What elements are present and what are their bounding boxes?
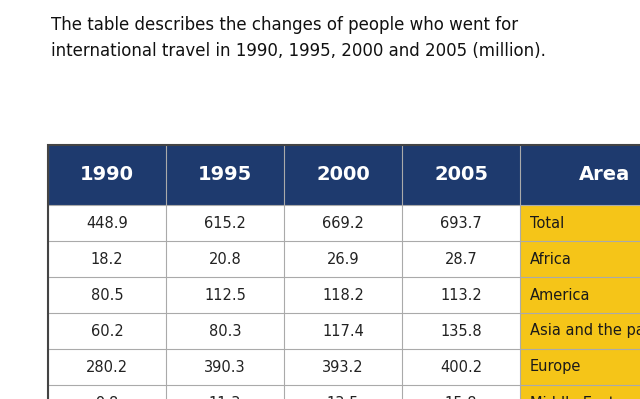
Text: Africa: Africa bbox=[530, 251, 572, 267]
Bar bbox=[284, 277, 402, 313]
Text: 118.2: 118.2 bbox=[322, 288, 364, 302]
Text: 117.4: 117.4 bbox=[322, 324, 364, 338]
Bar bbox=[520, 277, 640, 313]
Text: The table describes the changes of people who went for
international travel in 1: The table describes the changes of peopl… bbox=[51, 16, 546, 60]
Bar bbox=[284, 241, 402, 277]
Bar bbox=[284, 385, 402, 399]
Text: 18.2: 18.2 bbox=[91, 251, 124, 267]
Text: 2005: 2005 bbox=[434, 166, 488, 184]
Bar bbox=[402, 277, 520, 313]
Text: Total: Total bbox=[530, 215, 564, 231]
Bar bbox=[48, 385, 166, 399]
Bar bbox=[48, 205, 166, 241]
Bar bbox=[520, 385, 640, 399]
Bar bbox=[402, 205, 520, 241]
Bar bbox=[402, 385, 520, 399]
Bar bbox=[520, 349, 640, 385]
Text: 1990: 1990 bbox=[80, 166, 134, 184]
Bar bbox=[48, 349, 166, 385]
Bar bbox=[166, 241, 284, 277]
Text: 669.2: 669.2 bbox=[322, 215, 364, 231]
Text: 280.2: 280.2 bbox=[86, 359, 128, 375]
Text: 2000: 2000 bbox=[316, 166, 370, 184]
Bar bbox=[520, 205, 640, 241]
Text: 390.3: 390.3 bbox=[204, 359, 246, 375]
Bar bbox=[48, 145, 166, 205]
Text: 15.8: 15.8 bbox=[445, 395, 477, 399]
Bar bbox=[402, 349, 520, 385]
Text: 1995: 1995 bbox=[198, 166, 252, 184]
Bar bbox=[520, 145, 640, 205]
Bar bbox=[284, 349, 402, 385]
Bar bbox=[402, 145, 520, 205]
Text: America: America bbox=[530, 288, 591, 302]
Bar bbox=[48, 277, 166, 313]
Text: 113.2: 113.2 bbox=[440, 288, 482, 302]
Bar bbox=[48, 145, 640, 399]
Text: 393.2: 393.2 bbox=[322, 359, 364, 375]
Bar bbox=[284, 205, 402, 241]
Bar bbox=[166, 277, 284, 313]
Bar bbox=[48, 241, 166, 277]
Bar bbox=[284, 313, 402, 349]
Text: 615.2: 615.2 bbox=[204, 215, 246, 231]
Bar bbox=[166, 205, 284, 241]
Bar bbox=[166, 349, 284, 385]
Text: 9.8: 9.8 bbox=[95, 395, 118, 399]
Text: Middle East: Middle East bbox=[530, 395, 614, 399]
Bar bbox=[284, 145, 402, 205]
Bar bbox=[402, 241, 520, 277]
Bar bbox=[520, 313, 640, 349]
Text: 135.8: 135.8 bbox=[440, 324, 482, 338]
Text: 26.9: 26.9 bbox=[326, 251, 359, 267]
Bar bbox=[48, 313, 166, 349]
Bar bbox=[520, 241, 640, 277]
Text: 80.3: 80.3 bbox=[209, 324, 241, 338]
Bar bbox=[402, 313, 520, 349]
Bar bbox=[166, 385, 284, 399]
Text: 20.8: 20.8 bbox=[209, 251, 241, 267]
Text: 80.5: 80.5 bbox=[91, 288, 124, 302]
Text: 60.2: 60.2 bbox=[91, 324, 124, 338]
Text: 448.9: 448.9 bbox=[86, 215, 128, 231]
Text: 693.7: 693.7 bbox=[440, 215, 482, 231]
Text: Asia and the pacific: Asia and the pacific bbox=[530, 324, 640, 338]
Text: 13.5: 13.5 bbox=[327, 395, 359, 399]
Bar bbox=[166, 313, 284, 349]
Text: 112.5: 112.5 bbox=[204, 288, 246, 302]
Text: Area: Area bbox=[579, 166, 630, 184]
Text: 28.7: 28.7 bbox=[445, 251, 477, 267]
Text: Europe: Europe bbox=[530, 359, 581, 375]
Bar bbox=[166, 145, 284, 205]
Text: 400.2: 400.2 bbox=[440, 359, 482, 375]
Text: 11.3: 11.3 bbox=[209, 395, 241, 399]
